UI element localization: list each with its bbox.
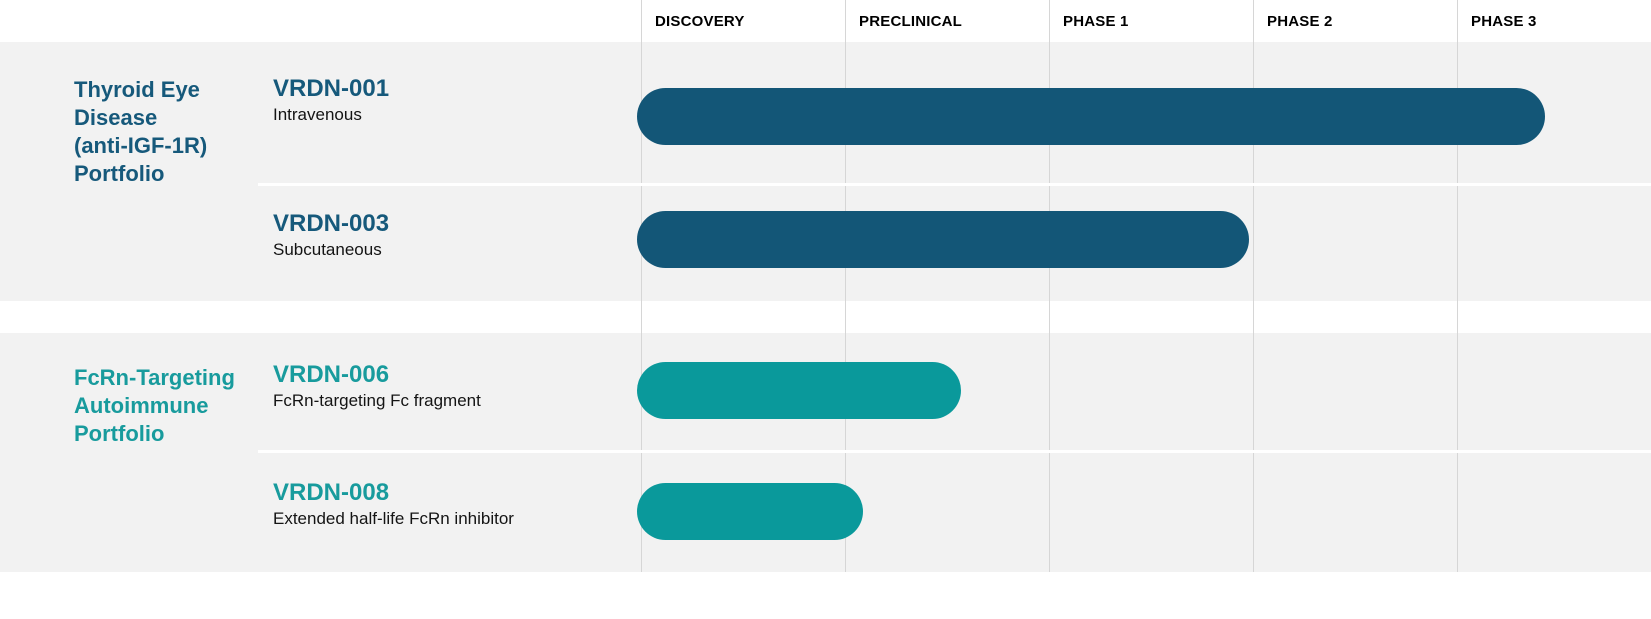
portfolio-label-line: (anti-IGF-1R) [74, 133, 208, 158]
column-header-phase-2: PHASE 2 [1267, 13, 1333, 30]
column-header-phase-1: PHASE 1 [1063, 13, 1129, 30]
column-header-phase-3: PHASE 3 [1471, 13, 1537, 30]
program-name-vrdn-006: VRDN-006 [273, 361, 390, 388]
portfolio-label-thyroid: Thyroid Eye Disease (anti-IGF-1R) Portfo… [74, 76, 264, 188]
program-name-vrdn-003: VRDN-003 [273, 210, 390, 237]
portfolio-label-line: Portfolio [74, 161, 165, 186]
program-description-vrdn-003: Subcutaneous [273, 240, 382, 259]
portfolio-label-line: Portfolio [74, 421, 165, 446]
gridline-phase-1 [1049, 0, 1050, 572]
gridline-preclinical [845, 0, 846, 572]
program-name-vrdn-001: VRDN-001 [273, 75, 390, 102]
gridline-phase-3 [1457, 0, 1458, 572]
program-description-vrdn-008: Extended half-life FcRn inhibitor [273, 509, 514, 528]
gridline-discovery [641, 0, 642, 572]
row-separator [258, 183, 1651, 186]
program-description-vrdn-006: FcRn-targeting Fc fragment [273, 391, 481, 410]
pipeline-bar-vrdn-001 [637, 88, 1545, 145]
row-separator [258, 450, 1651, 453]
column-header-discovery: DISCOVERY [655, 13, 745, 30]
portfolio-label-line: Disease [74, 105, 158, 130]
portfolio-label-line: Thyroid Eye [74, 77, 200, 102]
pipeline-bar-vrdn-006 [637, 362, 962, 419]
program-name-vrdn-008: VRDN-008 [273, 479, 390, 506]
portfolio-label-line: Autoimmune [74, 393, 209, 418]
program-description-vrdn-001: Intravenous [273, 105, 362, 124]
pipeline-bar-vrdn-008 [637, 483, 864, 540]
portfolio-label-line: FcRn-Targeting [74, 365, 235, 390]
portfolio-label-fcrn: FcRn-Targeting Autoimmune Portfolio [74, 364, 264, 448]
gridline-phase-2 [1253, 0, 1254, 572]
column-header-preclinical: PRECLINICAL [859, 13, 963, 30]
pipeline-bar-vrdn-003 [637, 211, 1249, 268]
